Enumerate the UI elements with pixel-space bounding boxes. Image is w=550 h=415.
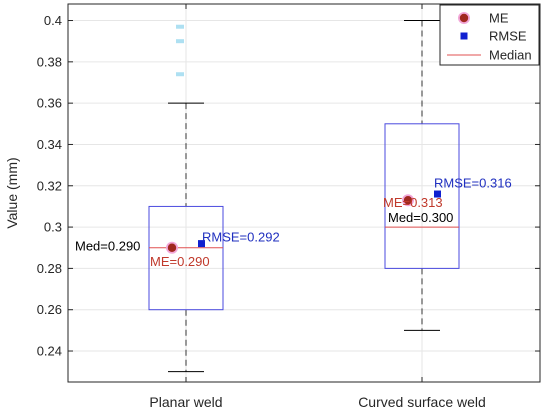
annotation-label: ME=0.290 <box>150 254 210 269</box>
y-tick-label: 0.24 <box>37 344 62 359</box>
y-tick-label: 0.28 <box>37 261 62 276</box>
y-tick-label: 0.32 <box>37 178 62 193</box>
me-marker <box>167 243 177 252</box>
iqr-box <box>148 205 224 311</box>
legend-label: ME <box>489 11 509 26</box>
outlier-point <box>176 24 184 29</box>
annotation-label: Med=0.290 <box>75 239 140 254</box>
x-tick-label: Planar weld <box>149 394 222 410</box>
y-tick-label: 0.4 <box>44 13 62 28</box>
rmse-marker <box>198 240 205 248</box>
outlier-point <box>176 39 184 44</box>
me-marker <box>403 196 413 205</box>
legend: ME RMSE Median <box>439 4 540 66</box>
annotation-label: RMSE=0.316 <box>434 176 512 191</box>
legend-label: Median <box>489 48 532 63</box>
legend-me-marker <box>459 13 469 23</box>
y-tick-label: 0.38 <box>37 54 62 69</box>
iqr-box <box>384 123 460 269</box>
y-tick-label: 0.26 <box>37 302 62 317</box>
annotation-label: Med=0.300 <box>388 210 453 225</box>
y-axis-label: Value (mm) <box>4 157 20 228</box>
marks-layer: Med=0.290 ME=0.290 RMSE=0.292 Med=0.300ME=0… <box>75 20 512 373</box>
x-tick-label: Curved surface weld <box>358 394 486 410</box>
rmse-marker <box>434 190 441 198</box>
outlier-point <box>176 72 184 77</box>
legend-rmse-marker <box>460 32 468 40</box>
y-tick-label: 0.36 <box>37 96 62 111</box>
annotation-label: RMSE=0.292 <box>202 230 280 245</box>
legend-label: RMSE <box>489 29 527 44</box>
annotation-label: ME=0.313 <box>383 195 443 210</box>
ticks-layer: 0.24 0.26 0.28 0.3 0.32 0.34 0.36 0.38 0.4 Planar… <box>37 4 540 410</box>
y-tick-label: 0.3 <box>44 220 62 235</box>
y-tick-label: 0.34 <box>37 137 62 152</box>
axes-frame <box>67 3 541 383</box>
